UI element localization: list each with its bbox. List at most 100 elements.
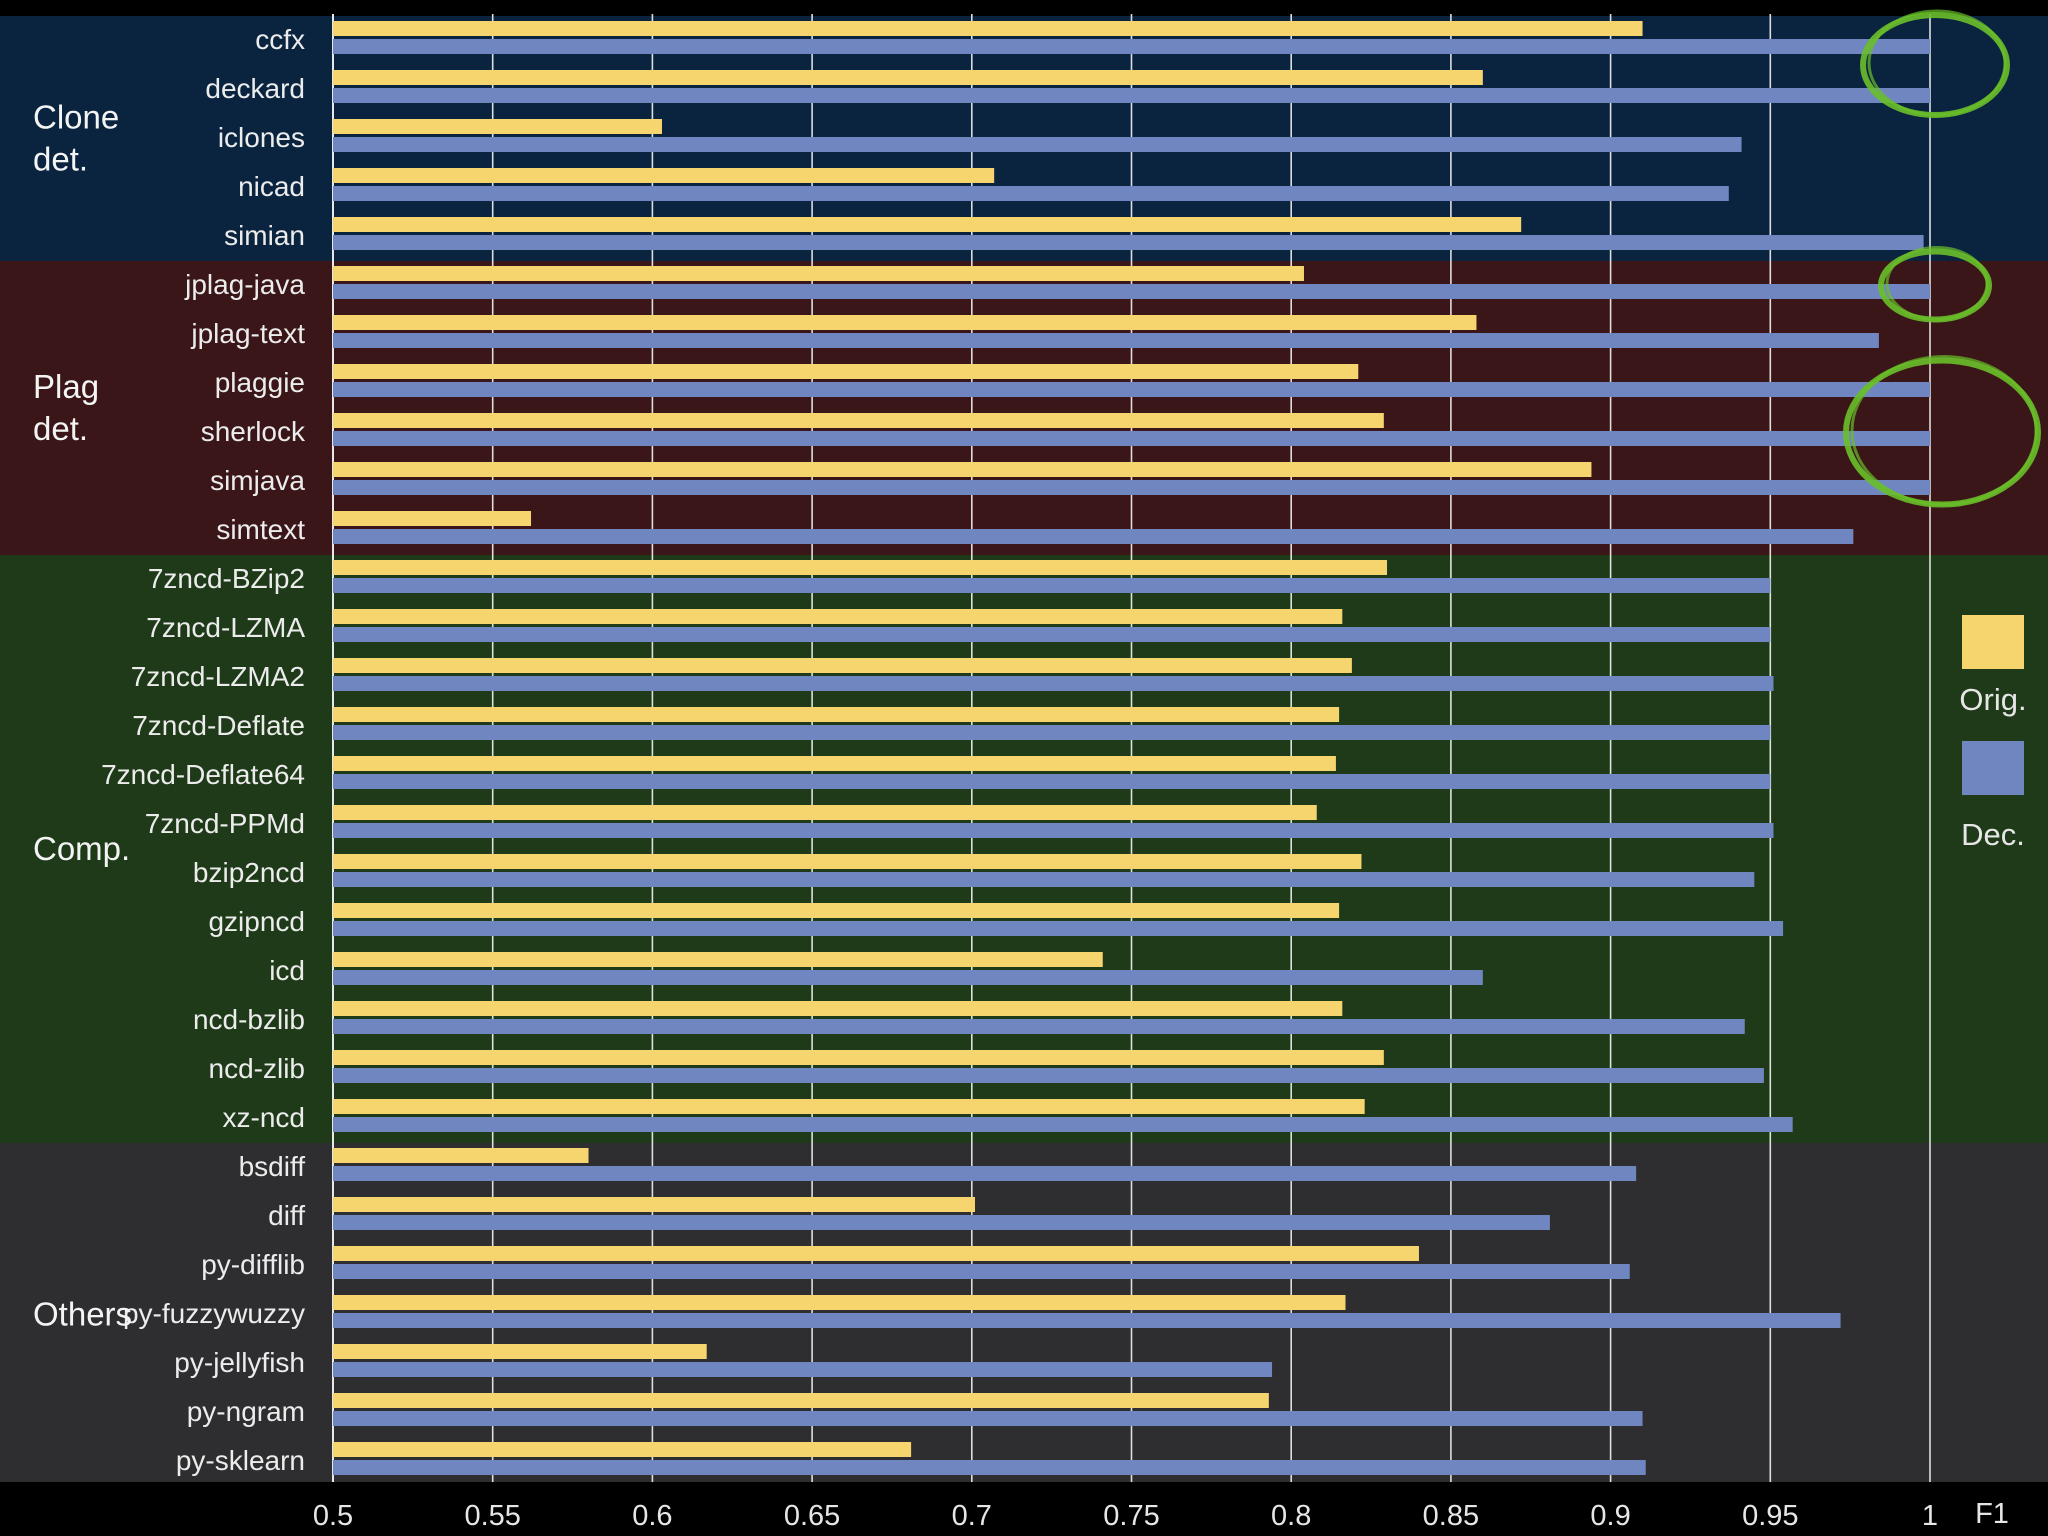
bar-dec-simjava: [333, 480, 1930, 495]
group-label-line: Comp.: [33, 830, 130, 867]
group-label-compression: Comp.: [33, 830, 130, 867]
bar-dec-7zncd-Deflate64: [333, 774, 1771, 789]
jplag-java-highlight-stroke2: [1885, 246, 1989, 321]
category-label-gzipncd: gzipncd: [208, 906, 305, 937]
group-label-line: Others: [33, 1296, 132, 1333]
x-tick-label-0.85: 0.85: [1423, 1500, 1479, 1532]
x-tick-label-0.75: 0.75: [1103, 1500, 1159, 1532]
x-tick-label-0.65: 0.65: [784, 1500, 840, 1532]
bar-dec-icd: [333, 970, 1483, 985]
group-band-others: [0, 1143, 2048, 1482]
bar-orig-gzipncd: [333, 903, 1340, 918]
legend-label-dec: Dec.: [1961, 817, 2025, 852]
bar-dec-plaggie: [333, 382, 1930, 397]
category-label-7zncd-Deflate: 7zncd-Deflate: [132, 710, 305, 741]
group-label-line: det.: [33, 410, 88, 447]
bar-dec-bsdiff: [333, 1166, 1637, 1181]
x-tick-label-0.7: 0.7: [952, 1500, 992, 1532]
bar-orig-deckard: [333, 70, 1483, 85]
category-label-py-difflib: py-difflib: [201, 1249, 305, 1280]
x-tick-label-0.9: 0.9: [1590, 1500, 1630, 1532]
bar-dec-py-sklearn: [333, 1460, 1646, 1475]
bar-dec-simtext: [333, 529, 1854, 544]
category-label-nicad: nicad: [238, 171, 305, 202]
category-label-jplag-java: jplag-java: [184, 269, 305, 300]
category-label-7zncd-PPMd: 7zncd-PPMd: [145, 808, 305, 839]
bar-dec-xz-ncd: [333, 1117, 1793, 1132]
bar-orig-py-fuzzywuzzy: [333, 1295, 1346, 1310]
bar-orig-7zncd-LZMA: [333, 609, 1343, 624]
category-label-bsdiff: bsdiff: [239, 1151, 306, 1182]
bar-orig-bzip2ncd: [333, 854, 1362, 869]
group-band-plagiarism-detectors: [0, 261, 2048, 555]
bar-dec-ncd-bzlib: [333, 1019, 1745, 1034]
x-tick-label-1: 1: [1922, 1500, 1938, 1532]
bar-orig-py-jellyfish: [333, 1344, 707, 1359]
bar-dec-py-ngram: [333, 1411, 1643, 1426]
bar-dec-7zncd-Deflate: [333, 725, 1771, 740]
category-label-ncd-bzlib: ncd-bzlib: [193, 1004, 305, 1035]
category-label-plaggie: plaggie: [215, 367, 305, 398]
category-label-sherlock: sherlock: [201, 416, 306, 447]
bar-dec-sherlock: [333, 431, 1930, 446]
bar-orig-diff: [333, 1197, 975, 1212]
bar-orig-7zncd-Deflate64: [333, 756, 1336, 771]
bar-orig-jplag-java: [333, 266, 1304, 281]
category-label-bzip2ncd: bzip2ncd: [193, 857, 305, 888]
category-label-ccfx: ccfx: [255, 24, 305, 55]
bar-orig-py-ngram: [333, 1393, 1269, 1408]
group-band-compression: [0, 555, 2048, 1143]
bar-orig-py-difflib: [333, 1246, 1419, 1261]
category-label-icd: icd: [269, 955, 305, 986]
bar-dec-simian: [333, 235, 1924, 250]
category-label-simtext: simtext: [216, 514, 305, 545]
category-label-simjava: simjava: [210, 465, 305, 496]
bar-orig-plaggie: [333, 364, 1359, 379]
bar-orig-iclones: [333, 119, 662, 134]
clone-det-highlight-stroke2: [1867, 9, 2007, 117]
bar-orig-simian: [333, 217, 1522, 232]
x-tick-label-0.6: 0.6: [632, 1500, 672, 1532]
group-label-line: det.: [33, 141, 88, 178]
bar-dec-7zncd-PPMd: [333, 823, 1774, 838]
x-tick-label-0.95: 0.95: [1742, 1500, 1798, 1532]
bar-dec-gzipncd: [333, 921, 1784, 936]
group-label-plagiarism-detectors: Plag det.: [33, 368, 99, 447]
bar-dec-nicad: [333, 186, 1729, 201]
group-label-line: Plag: [33, 368, 99, 405]
bar-dec-py-jellyfish: [333, 1362, 1273, 1377]
category-label-ncd-zlib: ncd-zlib: [209, 1053, 305, 1084]
bar-dec-7zncd-LZMA: [333, 627, 1771, 642]
group-label-others: Others: [33, 1296, 132, 1333]
bar-orig-7zncd-PPMd: [333, 805, 1317, 820]
category-label-py-fuzzywuzzy: py-fuzzywuzzy: [123, 1298, 305, 1329]
bar-orig-nicad: [333, 168, 995, 183]
bar-orig-xz-ncd: [333, 1099, 1365, 1114]
bar-orig-7zncd-LZMA2: [333, 658, 1352, 673]
category-label-jplag-text: jplag-text: [190, 318, 305, 349]
category-label-diff: diff: [268, 1200, 305, 1231]
group-label-clone-detectors: Clone det.: [33, 99, 119, 178]
group-label-line: Clone: [33, 99, 119, 136]
category-label-py-ngram: py-ngram: [187, 1396, 305, 1427]
bar-dec-bzip2ncd: [333, 872, 1755, 887]
bar-dec-7zncd-LZMA2: [333, 676, 1774, 691]
category-label-py-jellyfish: py-jellyfish: [174, 1347, 305, 1378]
x-tick-label-0.8: 0.8: [1271, 1500, 1311, 1532]
category-label-7zncd-BZip2: 7zncd-BZip2: [148, 563, 305, 594]
legend-label-orig: Orig.: [1959, 682, 2026, 717]
bar-orig-py-sklearn: [333, 1442, 912, 1457]
bar-dec-jplag-text: [333, 333, 1879, 348]
category-label-iclones: iclones: [218, 122, 305, 153]
category-label-py-sklearn: py-sklearn: [176, 1445, 305, 1476]
bar-dec-ncd-zlib: [333, 1068, 1764, 1083]
legend-swatch-orig: [1962, 615, 2024, 669]
bar-orig-7zncd-BZip2: [333, 560, 1388, 575]
category-label-deckard: deckard: [205, 73, 305, 104]
bar-orig-bsdiff: [333, 1148, 589, 1163]
bar-dec-py-fuzzywuzzy: [333, 1313, 1841, 1328]
bar-dec-deckard: [333, 88, 1930, 103]
category-label-7zncd-LZMA2: 7zncd-LZMA2: [131, 661, 305, 692]
x-tick-label-0.5: 0.5: [313, 1500, 353, 1532]
